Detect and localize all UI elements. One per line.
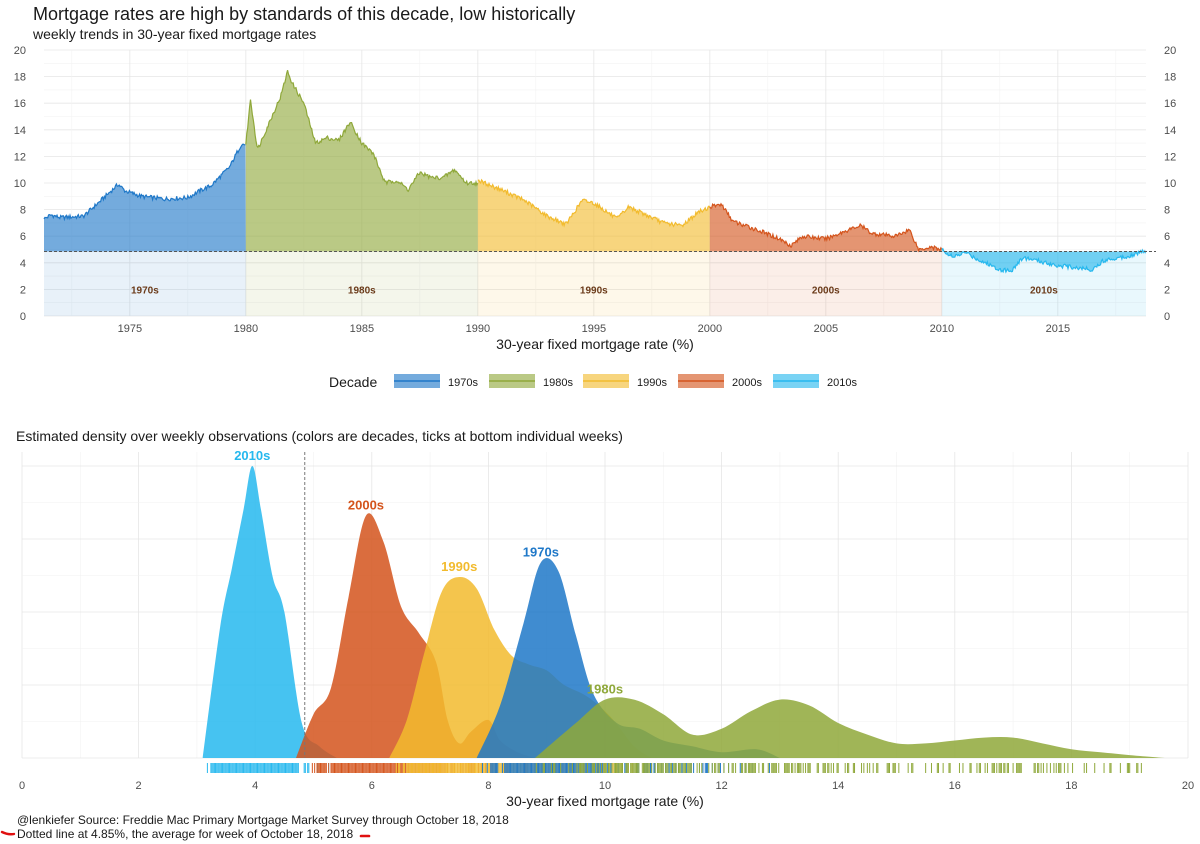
y-tick-left: 0 (20, 311, 26, 323)
y-tick-right: 6 (1164, 231, 1170, 243)
caption-dotted-line: Dotted line at 4.85%, the average for we… (17, 827, 354, 841)
density-label: 1970s (523, 544, 559, 559)
legend-item-label: 2010s (827, 377, 857, 389)
density-label: 2010s (234, 448, 270, 463)
decade-band (44, 251, 246, 316)
x-tick: 1990 (466, 323, 490, 335)
density-2000s (296, 513, 535, 758)
x-tick: 10 (599, 780, 611, 792)
legend-item-label: 1980s (543, 377, 573, 389)
time-series-chart: 1970s 1980s 1990s 2000s 2010s 0 0 2 2 4 4 6 6 8 8 10 10 1… (14, 45, 1177, 352)
area-2000s (709, 203, 942, 252)
decade-band (245, 251, 478, 316)
density-1980s (535, 697, 1165, 758)
y-tick-right: 2 (1164, 284, 1170, 296)
y-tick-right: 10 (1164, 178, 1176, 190)
y-tick-right: 0 (1164, 311, 1170, 323)
chart-subtitle: weekly trends in 30-year fixed mortgage … (33, 26, 317, 42)
area-1990s (477, 179, 710, 252)
x-tick: 2010 (930, 323, 954, 335)
x-tick: 18 (1065, 780, 1077, 792)
y-tick-left: 6 (20, 231, 26, 243)
x-tick: 1975 (118, 323, 142, 335)
x-tick: 16 (949, 780, 961, 792)
y-tick-right: 16 (1164, 98, 1176, 110)
y-tick-right: 4 (1164, 258, 1170, 270)
y-tick-left: 8 (20, 205, 26, 217)
x-tick: 4 (252, 780, 258, 792)
line-1980s (245, 70, 479, 193)
chart-title: Mortgage rates are high by standards of … (33, 4, 576, 24)
decade-label: 1990s (580, 285, 608, 296)
x-tick: 2015 (1046, 323, 1070, 335)
x-tick: 6 (369, 780, 375, 792)
x-tick: 1995 (582, 323, 606, 335)
legend-item-label: 2000s (732, 377, 762, 389)
density-label: 1990s (441, 559, 477, 574)
caption-source: @lenkiefer Source: Freddie Mac Primary M… (17, 813, 509, 827)
x-tick: 2000 (698, 323, 722, 335)
y-tick-left: 12 (14, 151, 26, 163)
y-tick-left: 10 (14, 178, 26, 190)
density-title: Estimated density over weekly observatio… (16, 428, 623, 444)
y-tick-left: 16 (14, 98, 26, 110)
decade-label: 1970s (131, 285, 159, 296)
y-tick-left: 14 (14, 125, 26, 137)
decade-label: 2000s (812, 285, 840, 296)
legend-item-label: 1990s (637, 377, 667, 389)
decade-band (709, 251, 942, 316)
x-tick: 12 (715, 780, 727, 792)
y-tick-left: 18 (14, 72, 26, 84)
decade-label: 2010s (1030, 285, 1058, 296)
x-tick: 2 (136, 780, 142, 792)
line-1990s (477, 178, 711, 228)
x-tick: 0 (19, 780, 25, 792)
y-tick-right: 8 (1164, 205, 1170, 217)
red-mark-left (0, 830, 16, 836)
x-tick: 2005 (814, 323, 838, 335)
x-axis-label: 30-year fixed mortgage rate (%) (506, 793, 704, 809)
y-tick-left: 2 (20, 284, 26, 296)
caption-marks (0, 830, 371, 838)
y-tick-right: 12 (1164, 151, 1176, 163)
x-tick: 1980 (234, 323, 258, 335)
y-tick-right: 18 (1164, 72, 1176, 84)
y-tick-right: 20 (1164, 45, 1176, 57)
line-2010s (941, 247, 1147, 274)
density-chart: 2010s 2000s 1990s 1970s 1980s 0 2 4 6 8 10 12 14 16 18… (19, 448, 1194, 809)
x-tick: 20 (1182, 780, 1194, 792)
line-2000s (709, 202, 943, 253)
y-tick-right: 14 (1164, 125, 1176, 137)
decade-band (477, 251, 710, 316)
decade-label: 1980s (348, 285, 376, 296)
legend-item-label: 1970s (448, 377, 478, 389)
line-1970s (43, 143, 246, 222)
decade-legend: Decade 1970s 1980s 1990s 2000s 2010s (329, 374, 857, 390)
x-tick: 1985 (350, 323, 374, 335)
x-tick: 14 (832, 780, 844, 792)
density-1970s (476, 558, 780, 758)
density-label: 2000s (348, 498, 384, 513)
x-axis-label: 30-year fixed mortgage rate (%) (496, 336, 694, 352)
x-tick: 8 (485, 780, 491, 792)
y-tick-left: 4 (20, 258, 26, 270)
density-2010s (202, 466, 337, 758)
y-tick-left: 20 (14, 45, 26, 57)
legend-title: Decade (329, 374, 377, 390)
density-label: 1980s (587, 682, 623, 697)
area-1980s (245, 70, 478, 252)
